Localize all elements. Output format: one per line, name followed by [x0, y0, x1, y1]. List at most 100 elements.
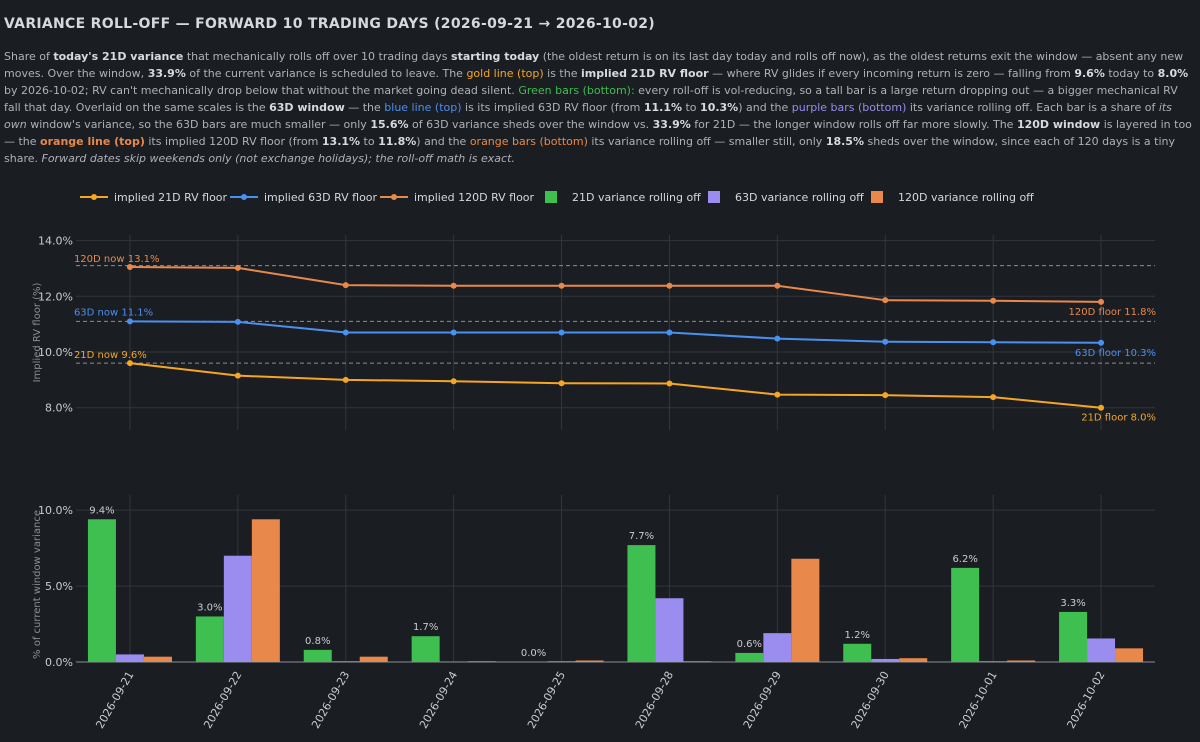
bar-0	[195, 616, 224, 662]
legend-label: implied 21D RV floor	[114, 191, 228, 204]
bar-0	[303, 649, 332, 662]
bar-2	[791, 558, 820, 662]
series-line-2	[129, 266, 1102, 303]
series-point	[1098, 339, 1105, 346]
xtick-label: 2026-09-24	[417, 669, 460, 731]
series-point	[990, 394, 997, 401]
bar-1	[115, 654, 144, 662]
bar-0	[87, 519, 116, 662]
legend-label: 63D variance rolling off	[735, 191, 864, 204]
series-point	[342, 329, 349, 336]
annotation-63d-floor: 63D floor 10.3%	[1075, 348, 1156, 359]
bar-1	[871, 658, 900, 662]
series-line-1	[129, 320, 1102, 344]
bar-data-label: 9.4%	[89, 505, 114, 516]
top-ytick-label: 14.0%	[38, 235, 73, 248]
chart-description: Share of today's 21D variance that mecha…	[4, 50, 1192, 165]
bar-data-label: 6.2%	[952, 554, 977, 565]
annotation-120d-floor: 120D floor 11.8%	[1068, 307, 1156, 318]
bottom-ytick-label: 10.0%	[38, 504, 73, 517]
xtick-label: 2026-10-01	[957, 669, 1000, 731]
series-point	[450, 282, 457, 289]
bottom-ytick-label: 0.0%	[45, 656, 73, 669]
series-point	[450, 378, 457, 385]
series-point	[342, 376, 349, 383]
series-point	[342, 282, 349, 289]
series-point	[450, 329, 457, 336]
series-point	[558, 380, 565, 387]
series-point	[774, 335, 781, 342]
bar-2	[467, 661, 496, 662]
xtick-label: 2026-09-22	[201, 669, 244, 731]
legend-marker	[241, 194, 247, 200]
series-point	[1098, 404, 1105, 411]
bar-data-label: 3.3%	[1060, 598, 1085, 609]
series-point	[126, 360, 133, 367]
bar-0	[843, 643, 872, 662]
xtick-label: 2026-09-23	[309, 669, 352, 731]
bar-2	[143, 656, 172, 662]
bar-1	[979, 661, 1008, 662]
top-ytick-label: 8.0%	[45, 402, 73, 415]
bar-1	[1087, 638, 1116, 662]
series-point	[990, 297, 997, 304]
bar-2	[251, 519, 280, 662]
legend-box-swatch	[545, 191, 557, 203]
legend-label: implied 63D RV floor	[264, 191, 378, 204]
bar-1	[655, 598, 684, 662]
bar-2	[899, 658, 928, 662]
series-point	[126, 264, 133, 271]
series-point	[234, 264, 241, 271]
bar-1	[223, 555, 252, 662]
legend-label: implied 120D RV floor	[414, 191, 535, 204]
series-point	[666, 282, 673, 289]
legend-marker	[391, 194, 397, 200]
bar-1	[547, 661, 576, 662]
bar-2	[359, 656, 388, 662]
series-point	[234, 372, 241, 379]
annotation-63d-now: 63D now 11.1%	[74, 307, 153, 318]
legend-label: 120D variance rolling off	[898, 191, 1034, 204]
legend-marker	[91, 194, 97, 200]
series-point	[990, 339, 997, 346]
xtick-label: 2026-10-02	[1064, 669, 1107, 731]
bar-data-label: 7.7%	[629, 531, 654, 542]
series-line-0	[129, 362, 1102, 409]
chart-title: VARIANCE ROLL-OFF — FORWARD 10 TRADING D…	[4, 16, 655, 32]
bar-1	[331, 661, 360, 662]
top-ytick-label: 10.0%	[38, 346, 73, 359]
legend-box-swatch	[708, 191, 720, 203]
bar-0	[411, 636, 440, 662]
bottom-ytick-label: 5.0%	[45, 580, 73, 593]
series-point	[558, 282, 565, 289]
bar-data-label: 1.7%	[413, 622, 438, 633]
series-point	[666, 329, 673, 336]
xtick-label: 2026-09-28	[633, 669, 676, 731]
series-point	[666, 380, 673, 387]
bar-1	[763, 633, 792, 662]
bar-2	[1115, 648, 1144, 662]
top-ylabel: Implied RV floor (%)	[32, 282, 43, 382]
series-point	[234, 318, 241, 325]
xtick-label: 2026-09-25	[525, 669, 568, 731]
bar-2	[1007, 660, 1036, 662]
bar-2	[575, 660, 604, 662]
bar-2	[683, 661, 712, 662]
bar-data-label: 1.2%	[845, 630, 870, 641]
annotation-21d-now: 21D now 9.6%	[74, 350, 147, 361]
series-point	[774, 282, 781, 289]
xtick-label: 2026-09-21	[93, 669, 136, 731]
bar-0	[627, 545, 656, 662]
bar-0	[735, 652, 764, 662]
bottom-ylabel: % of current window variance	[32, 510, 43, 659]
annotation-21d-floor: 21D floor 8.0%	[1081, 413, 1156, 424]
bar-0	[1059, 611, 1088, 662]
series-point	[558, 329, 565, 336]
top-ytick-label: 12.0%	[38, 290, 73, 303]
xtick-label: 2026-09-30	[849, 669, 892, 731]
bar-0	[951, 567, 980, 662]
legend-box-swatch	[871, 191, 883, 203]
bar-data-label: 0.8%	[305, 636, 330, 647]
series-point	[774, 391, 781, 398]
